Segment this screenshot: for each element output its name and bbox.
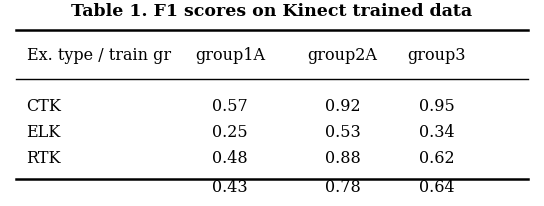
Text: RTK: RTK (27, 150, 61, 167)
Text: CTK: CTK (27, 98, 61, 115)
Text: 0.95: 0.95 (419, 98, 454, 115)
Text: 0.92: 0.92 (325, 98, 360, 115)
Text: 0.88: 0.88 (325, 150, 360, 167)
Text: 0.43: 0.43 (212, 179, 248, 196)
Text: 0.34: 0.34 (419, 124, 454, 141)
Text: 0.25: 0.25 (212, 124, 248, 141)
Text: ELK: ELK (27, 124, 61, 141)
Text: 0.64: 0.64 (419, 179, 454, 196)
Text: Ex. type / train gr: Ex. type / train gr (27, 47, 171, 64)
Text: group2A: group2A (307, 47, 378, 64)
Text: 0.57: 0.57 (212, 98, 248, 115)
Text: 0.62: 0.62 (419, 150, 454, 167)
Text: 0.78: 0.78 (325, 179, 360, 196)
Text: group1A: group1A (195, 47, 265, 64)
Text: 0.48: 0.48 (212, 150, 248, 167)
Text: group3: group3 (407, 47, 466, 64)
Text: 0.53: 0.53 (325, 124, 360, 141)
Text: Table 1. F1 scores on Kinect trained data: Table 1. F1 scores on Kinect trained dat… (71, 3, 473, 20)
